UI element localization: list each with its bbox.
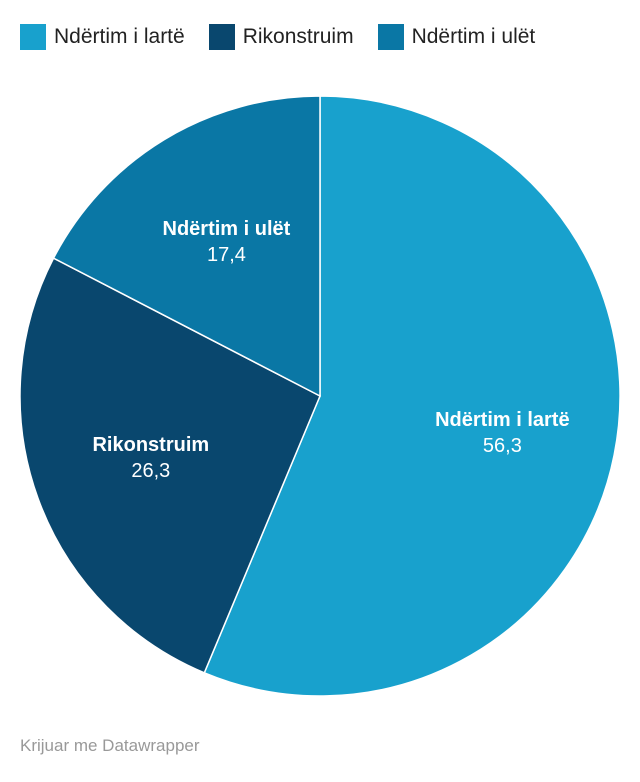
slice-label: Rikonstruim 26,3 <box>76 432 226 484</box>
footer: Krijuar me Datawrapper <box>20 736 200 755</box>
slice-label: Ndërtim i ulët 17,4 <box>151 216 301 268</box>
slice-value: 17,4 <box>206 244 246 267</box>
slice-value: 56,3 <box>482 434 522 457</box>
legend-swatch <box>377 24 404 50</box>
slice-name: Rikonstruim <box>92 433 210 456</box>
legend-swatch <box>208 24 235 50</box>
slice-value: 26,3 <box>131 459 171 482</box>
legend-item: Ndërtim i lartë <box>20 24 185 50</box>
legend-label: Ndërtim i lartë <box>54 25 185 48</box>
legend-item: Ndërtim i ulët <box>377 24 536 50</box>
legend-item: Rikonstruim <box>208 24 354 50</box>
pie-slice <box>19 257 321 674</box>
legend-label: Rikonstruim <box>242 25 354 48</box>
legend: Ndërtim i lartë Rikonstruim Ndërtim i ulët <box>20 24 535 50</box>
slice-name: Ndërtim i ulët <box>162 218 291 241</box>
slice-label: Ndërtim i lartë 56,3 <box>427 407 577 459</box>
legend-label: Ndërtim i ulët <box>411 25 536 48</box>
slice-name: Ndërtim i lartë <box>435 408 570 431</box>
legend-swatch <box>20 24 46 50</box>
pie-slice <box>52 95 321 398</box>
pie-slice <box>203 95 621 697</box>
